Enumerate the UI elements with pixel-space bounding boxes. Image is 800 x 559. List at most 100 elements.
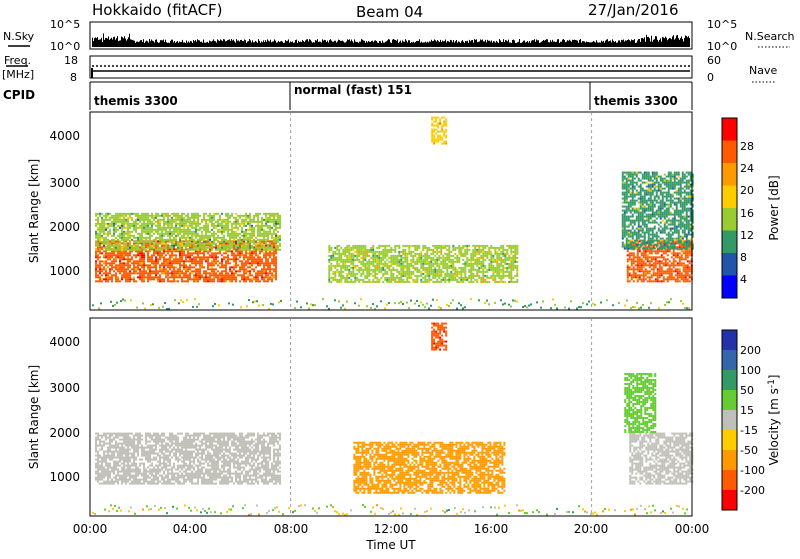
data-cell <box>123 241 125 243</box>
data-cell <box>334 247 336 249</box>
data-cell <box>253 260 255 262</box>
nsky-bar <box>147 41 148 47</box>
nsky-bar <box>463 42 464 47</box>
data-cell <box>131 225 133 227</box>
data-cell <box>277 249 279 251</box>
data-cell <box>155 249 157 251</box>
data-cell <box>651 252 653 254</box>
data-cell <box>253 256 255 258</box>
data-cell <box>402 257 404 259</box>
data-cell <box>235 245 237 247</box>
data-cell <box>400 271 402 273</box>
data-cell <box>464 249 466 251</box>
data-cell <box>171 245 173 247</box>
data-cell <box>651 250 653 252</box>
data-cell <box>265 260 267 262</box>
nsky-bar <box>583 41 584 47</box>
data-cell <box>125 274 127 276</box>
data-cell <box>227 278 229 280</box>
nsky-bar <box>99 40 100 47</box>
data-cell <box>496 255 498 257</box>
nsky-bar <box>465 41 466 47</box>
data-cell <box>213 274 215 276</box>
data-cell <box>137 243 139 245</box>
data-cell <box>133 276 135 278</box>
data-cell <box>348 249 350 251</box>
data-cell <box>277 231 279 233</box>
data-cell <box>490 261 492 263</box>
data-cell <box>123 223 125 225</box>
data-cell <box>356 253 358 255</box>
data-cell <box>117 280 119 282</box>
data-cell <box>161 239 163 241</box>
data-cell <box>370 273 372 275</box>
data-cell <box>637 256 639 258</box>
nsky-bar <box>184 42 185 47</box>
data-cell <box>633 276 635 278</box>
data-cell <box>267 278 269 280</box>
data-cell <box>352 249 354 251</box>
data-cell <box>117 229 119 231</box>
nsky-bar <box>515 43 516 47</box>
nsky-bar <box>635 43 636 47</box>
data-cell <box>177 270 179 272</box>
data-cell <box>151 272 153 274</box>
data-cell <box>348 251 350 253</box>
data-cell <box>213 260 215 262</box>
data-cell <box>435 139 437 141</box>
nsky-bar <box>608 41 609 47</box>
nsky-bar <box>562 40 563 47</box>
data-cell <box>171 280 173 282</box>
data-cell <box>328 249 330 251</box>
nsky-bar <box>231 39 232 47</box>
data-cell <box>189 278 191 280</box>
data-cell <box>121 215 123 217</box>
data-cell <box>195 262 197 264</box>
data-cell <box>376 247 378 249</box>
data-cell <box>496 265 498 267</box>
data-cell <box>231 266 233 268</box>
data-cell <box>245 242 247 244</box>
data-cell <box>352 275 354 277</box>
data-cell <box>191 254 193 256</box>
data-cell <box>271 245 273 247</box>
data-cell <box>231 241 233 243</box>
data-cell <box>420 267 422 269</box>
data-cell <box>135 227 137 229</box>
data-cell <box>366 267 368 269</box>
data-cell <box>99 264 101 266</box>
data-cell <box>203 254 205 256</box>
nsky-bar <box>251 42 252 47</box>
data-cell <box>504 263 506 265</box>
nsky-bar <box>193 40 194 47</box>
data-cell <box>163 250 165 252</box>
data-cell <box>143 249 145 251</box>
data-cell <box>189 223 191 225</box>
data-cell <box>131 231 133 233</box>
data-cell <box>225 213 227 215</box>
data-cell <box>651 276 653 278</box>
data-cell <box>205 219 207 221</box>
data-region <box>431 117 447 145</box>
data-cell <box>390 279 392 281</box>
data-cell <box>441 143 443 145</box>
nsky-bar <box>493 41 494 47</box>
data-cell <box>263 229 265 231</box>
data-cell <box>247 241 249 243</box>
data-cell <box>115 229 117 231</box>
data-cell <box>187 235 189 237</box>
data-cell <box>445 125 447 127</box>
data-cell <box>414 267 416 269</box>
data-cell <box>221 254 223 256</box>
data-cell <box>643 252 645 254</box>
data-cell <box>167 217 169 219</box>
nsky-bar <box>663 37 664 47</box>
data-cell <box>508 263 510 265</box>
data-cell <box>437 137 439 139</box>
data-cell <box>508 273 510 275</box>
data-cell <box>482 259 484 261</box>
data-cell <box>426 263 428 265</box>
data-cell <box>466 245 468 247</box>
data-cell <box>659 266 661 268</box>
data-cell <box>360 249 362 251</box>
